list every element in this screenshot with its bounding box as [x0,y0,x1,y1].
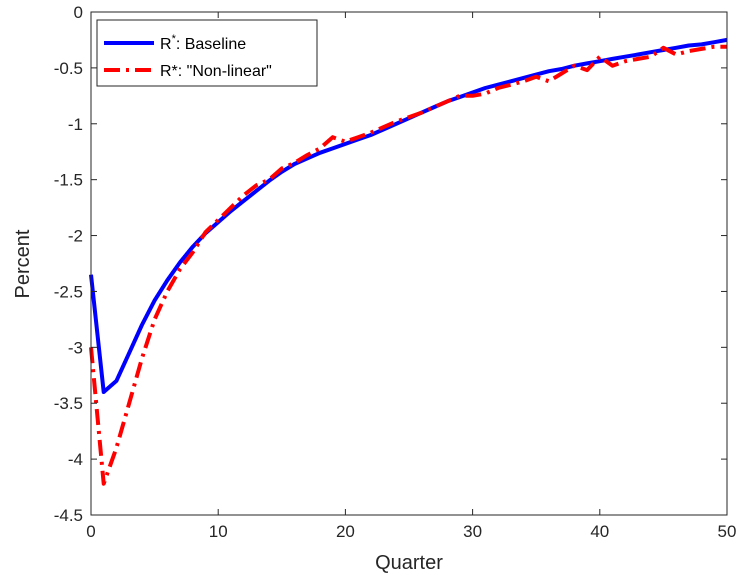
y-tick-label: -4 [68,450,83,469]
x-tick-label: 30 [463,522,482,541]
legend-box [96,19,318,87]
x-axis-label: Quarter [375,552,443,574]
legend-label-0: R*: Baseline [160,33,246,53]
y-tick-label: -3.5 [54,394,83,413]
y-tick-label: -4.5 [54,506,83,525]
ticks-layer: 0 10 20 30 40 50 0 -0.5 -1 -1.5 -2 -2.5 -3 -3.5 -4 -4.5 [54,3,737,541]
x-tick-label: 40 [590,522,609,541]
series-line-1 [89,44,727,486]
legend: R*: Baseline R*: "Non-linear" [96,19,318,87]
series-layer [89,37,728,486]
y-tick-label: -2 [68,227,83,246]
y-tick-label: -0.5 [54,59,83,78]
x-tick-label: 10 [209,522,228,541]
plot-frame [90,11,728,516]
y-tick-label: -1.5 [54,171,83,190]
y-axis-label: Percent [12,229,34,298]
plot-area [91,12,727,515]
y-tick-label: -3 [68,338,83,357]
y-tick-label: 0 [74,3,83,22]
y-tick-label: -2.5 [54,282,83,301]
y-tick-label: -1 [68,115,83,134]
legend-label-1: R*: "Non-linear" [160,63,272,80]
x-tick-label: 0 [86,522,95,541]
x-tick-label: 50 [718,522,737,541]
x-tick-label: 20 [336,522,355,541]
